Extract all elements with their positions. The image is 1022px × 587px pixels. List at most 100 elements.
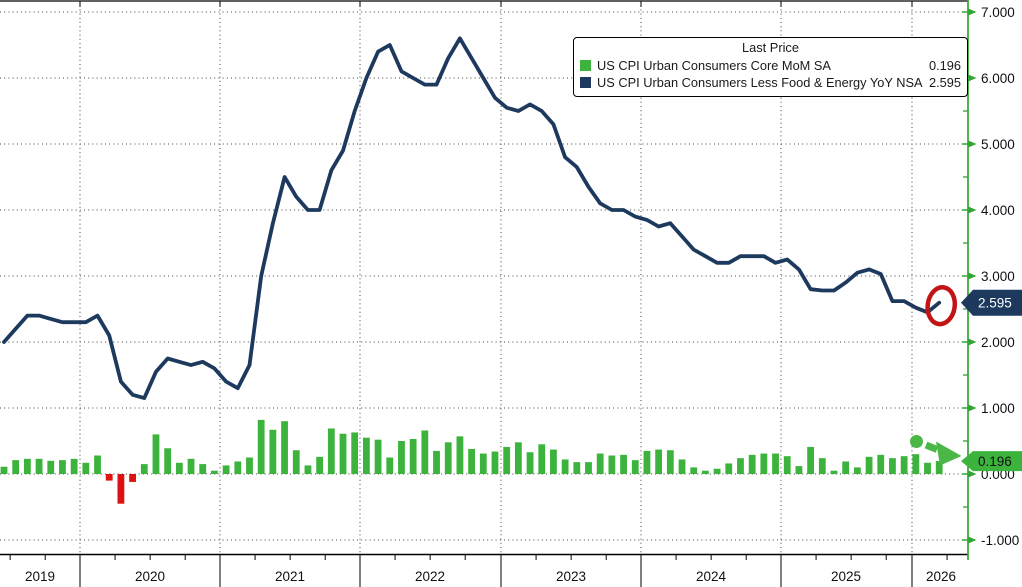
bar — [830, 470, 838, 474]
bar — [491, 451, 499, 474]
bar — [152, 434, 160, 474]
line-last-price-badge-text: 2.595 — [978, 296, 1012, 311]
bar-last-price-badge-text: 0.196 — [978, 454, 1012, 469]
bar — [211, 470, 218, 474]
bar — [842, 461, 850, 474]
bar — [596, 453, 604, 474]
bar — [935, 461, 943, 474]
bar — [795, 466, 803, 474]
x-year-label: 2025 — [831, 569, 861, 584]
y-tick-label: 6.000 — [981, 71, 1015, 86]
bar — [70, 458, 78, 474]
bar — [351, 432, 359, 474]
legend-title: Last Price — [742, 40, 799, 55]
bar — [386, 457, 394, 474]
red-ellipse-annotation — [925, 285, 958, 327]
bar — [409, 439, 417, 474]
y-tick-arrow-icon — [968, 536, 977, 544]
bar — [807, 446, 815, 474]
bar — [105, 474, 113, 481]
x-year-label: 2020 — [135, 569, 165, 584]
legend-label-core-yoy: US CPI Urban Consumers Less Food & Energ… — [597, 75, 923, 90]
bar — [94, 455, 101, 474]
bar — [35, 458, 43, 474]
arrow-dash — [924, 441, 939, 453]
bar — [281, 421, 288, 474]
bar — [690, 467, 698, 474]
bar — [327, 428, 335, 474]
bar — [503, 446, 511, 474]
legend-value-core-yoy: 2.595 — [928, 75, 961, 90]
bar — [877, 454, 885, 474]
y-tick-arrow-icon — [968, 8, 977, 16]
y-tick-arrow-icon — [968, 272, 977, 280]
legend-row-core-mom[interactable]: US CPI Urban Consumers Core MoM SA 0.196 — [574, 57, 967, 74]
arrow-head-icon — [936, 441, 962, 466]
y-tick-arrow-icon — [968, 140, 977, 148]
arrow-dot-icon — [910, 435, 923, 448]
line-series-swatch-icon — [580, 77, 591, 88]
x-year-label: 2023 — [556, 569, 586, 584]
y-tick-label: 5.000 — [981, 137, 1015, 152]
bar — [316, 456, 324, 474]
bar — [550, 449, 557, 474]
bar — [234, 461, 242, 474]
bar — [620, 454, 627, 474]
bar — [164, 448, 172, 474]
line-last-price-badge-tag — [961, 289, 1022, 316]
bar — [23, 458, 31, 474]
x-year-label: 2026 — [926, 569, 956, 584]
bar — [678, 459, 686, 474]
bar-series-swatch-icon — [580, 60, 591, 71]
bar — [655, 449, 663, 474]
y-tick-label: 1.000 — [981, 401, 1015, 416]
bar — [199, 464, 207, 474]
bar — [702, 470, 709, 474]
bar — [608, 455, 616, 474]
y-tick-arrow-icon — [968, 338, 977, 346]
bar — [643, 450, 651, 474]
legend-value-core-mom: 0.196 — [928, 58, 961, 73]
bar — [246, 457, 253, 474]
bar — [140, 464, 148, 474]
x-year-label: 2021 — [275, 569, 305, 584]
bar — [12, 460, 20, 474]
legend-box: Last Price US CPI Urban Consumers Core M… — [573, 37, 968, 97]
x-year-label: 2022 — [415, 569, 445, 584]
bar — [456, 436, 464, 474]
bar — [362, 437, 370, 474]
bar — [737, 458, 744, 474]
bar — [748, 454, 756, 474]
bar — [526, 452, 534, 474]
bar — [398, 441, 405, 474]
bar — [853, 467, 861, 474]
bar — [865, 456, 873, 474]
bar — [187, 458, 195, 474]
y-tick-arrow-icon — [968, 206, 977, 214]
y-tick-label: 7.000 — [981, 5, 1015, 20]
bar — [631, 460, 639, 474]
bar — [912, 454, 920, 474]
bar — [117, 474, 125, 504]
y-tick-label: 2.000 — [981, 335, 1015, 350]
line-series — [2, 36, 942, 401]
bar — [304, 465, 312, 474]
legend-row-core-yoy[interactable]: US CPI Urban Consumers Less Food & Energ… — [574, 74, 967, 91]
bar — [444, 442, 452, 474]
bar — [924, 462, 931, 474]
bar — [433, 450, 440, 474]
bar — [292, 450, 300, 474]
bar — [421, 430, 429, 474]
bar — [585, 462, 592, 474]
y-tick-arrow-icon — [968, 470, 977, 478]
bar — [772, 453, 779, 474]
bar — [257, 419, 265, 474]
bar — [479, 453, 487, 474]
bar — [900, 456, 908, 474]
y-tick-label: 3.000 — [981, 269, 1015, 284]
bar — [82, 462, 90, 474]
y-tick-arrow-icon — [968, 74, 977, 82]
bar — [175, 462, 183, 474]
bar — [374, 439, 382, 474]
